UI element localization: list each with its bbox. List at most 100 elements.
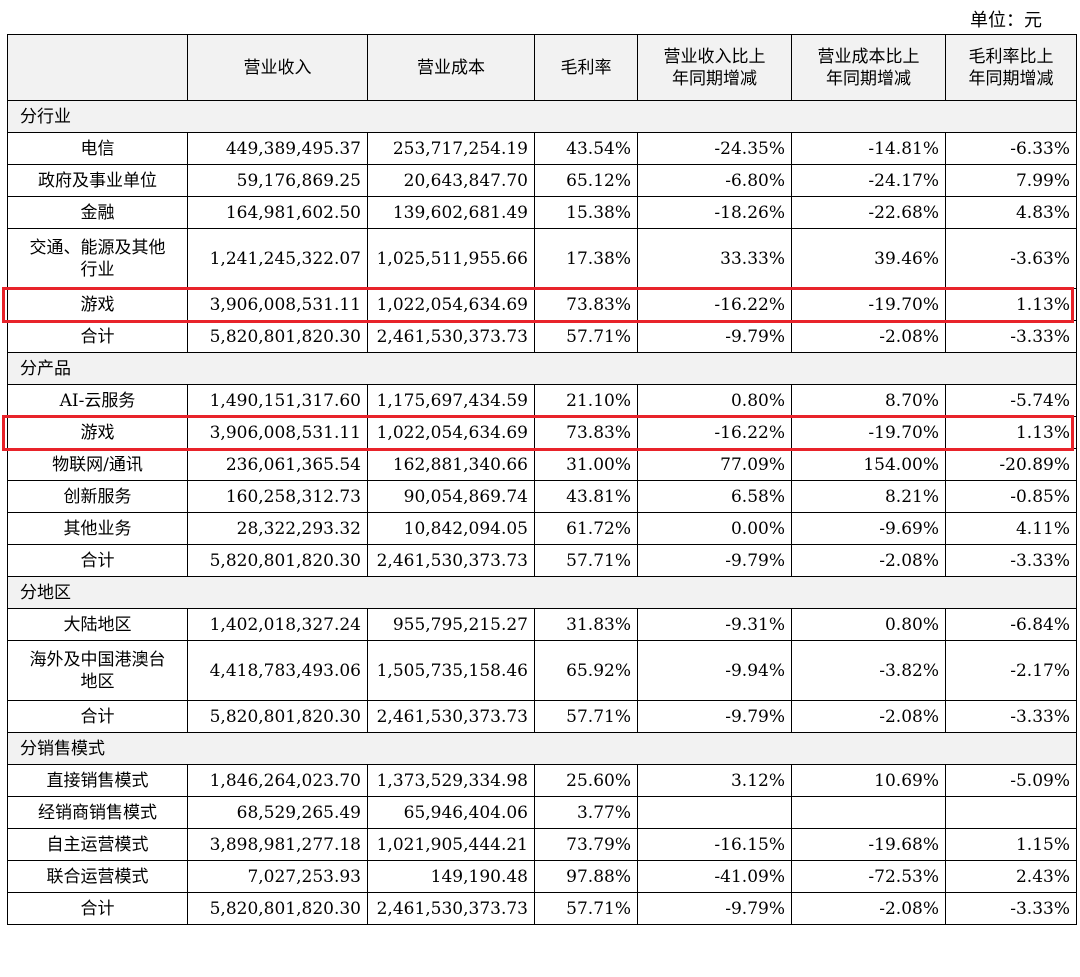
table-cell: 154.00%	[791, 448, 946, 481]
table-cell: 2.43%	[945, 860, 1077, 893]
table-cell: -20.89%	[945, 448, 1077, 481]
table-cell: -9.79%	[637, 544, 792, 577]
row-label-text: 海外及中国港澳台	[29, 649, 166, 670]
table-row: 合计 5,820,801,820.30 2,461,530,373.73 57.71%…	[7, 544, 1077, 577]
table-cell: -9.79%	[637, 700, 792, 733]
column-header: 营业收入比上 年同期增减	[637, 34, 792, 101]
section-title: 分行业	[7, 100, 1077, 133]
table-cell: 15.38%	[534, 196, 638, 229]
table-cell: 39.46%	[791, 228, 946, 289]
row-label-text: 合计	[80, 898, 115, 919]
row-label-text: 大陆地区	[63, 614, 132, 635]
table-cell: -9.79%	[637, 320, 792, 353]
table-cell: -16.22%	[637, 288, 792, 321]
column-header-text: 营业成本	[417, 57, 485, 78]
table-cell: 1,373,529,334.98	[367, 764, 535, 797]
row-label: 游戏	[7, 416, 188, 449]
table-cell: -5.09%	[945, 764, 1077, 797]
table-cell: 4,418,783,493.06	[187, 640, 368, 701]
column-header-text: 年同期增减	[672, 68, 757, 89]
table-cell: 43.54%	[534, 132, 638, 165]
table-cell: 31.00%	[534, 448, 638, 481]
table-header-row: 营业收入 营业成本 毛利率 营业收入比上 年同期增减 营业成本比上 年同期增减 毛利率比上 年同…	[7, 34, 1077, 101]
table-cell: 57.71%	[534, 892, 638, 925]
table-cell: 449,389,495.37	[187, 132, 368, 165]
table-cell: 1,022,054,634.69	[367, 288, 535, 321]
table-cell: -2.08%	[791, 892, 946, 925]
column-header-text: 毛利率比上	[968, 46, 1054, 67]
table-cell: 139,602,681.49	[367, 196, 535, 229]
table-cell: 3,906,008,531.11	[187, 416, 368, 449]
column-header-text: 年同期增减	[826, 68, 911, 89]
table-cell: -19.68%	[791, 828, 946, 861]
table-cell: -18.26%	[637, 196, 792, 229]
table-row: 创新服务 160,258,312.73 90,054,869.74 43.81% 6.5…	[7, 480, 1077, 513]
row-label-text: 地区	[80, 671, 115, 692]
table-cell: 10.69%	[791, 764, 946, 797]
revenue-table-container: 营业收入 营业成本 毛利率 营业收入比上 年同期增减 营业成本比上 年同期增减 毛利率比上 年同…	[2, 34, 1077, 925]
table-cell: 236,061,365.54	[187, 448, 368, 481]
table-cell: -16.15%	[637, 828, 792, 861]
table-cell: -3.63%	[945, 228, 1077, 289]
table-cell: -22.68%	[791, 196, 946, 229]
row-label-text: 政府及事业单位	[38, 170, 157, 191]
table-cell: 1,490,151,317.60	[187, 384, 368, 417]
table-cell: 1,846,264,023.70	[187, 764, 368, 797]
section-header-row: 分销售模式	[7, 732, 1077, 765]
table-row: 自主运营模式 3,898,981,277.18 1,021,905,444.21 73…	[7, 828, 1077, 861]
row-label-text: 电信	[80, 138, 115, 159]
table-row: 联合运营模式 7,027,253.93 149,190.48 97.88% -41.09…	[7, 860, 1077, 893]
table-row: 游戏 3,906,008,531.11 1,022,054,634.69 73.83%…	[7, 288, 1077, 321]
table-cell: -2.08%	[791, 320, 946, 353]
table-cell: 4.11%	[945, 512, 1077, 545]
section-header-row: 分产品	[7, 352, 1077, 385]
table-cell: 21.10%	[534, 384, 638, 417]
column-header: 毛利率比上 年同期增减	[945, 34, 1077, 101]
table-cell: 77.09%	[637, 448, 792, 481]
table-cell	[945, 796, 1077, 829]
table-cell: -9.31%	[637, 608, 792, 641]
table-cell: 3,906,008,531.11	[187, 288, 368, 321]
row-label: 合计	[7, 700, 188, 733]
row-label-text: 直接销售模式	[46, 770, 149, 791]
table-row: 合计 5,820,801,820.30 2,461,530,373.73 57.71%…	[7, 700, 1077, 733]
table-cell: -5.74%	[945, 384, 1077, 417]
table-cell: -9.69%	[791, 512, 946, 545]
row-label-text: 经销商销售模式	[38, 802, 157, 823]
table-row: 海外及中国港澳台 地区 4,418,783,493.06 1,505,735,158.…	[7, 640, 1077, 701]
row-label-text: 联合运营模式	[46, 866, 149, 887]
table-cell: -3.33%	[945, 544, 1077, 577]
table-cell: 57.71%	[534, 700, 638, 733]
row-label: 合计	[7, 544, 188, 577]
table-cell: 31.83%	[534, 608, 638, 641]
table-cell: 7,027,253.93	[187, 860, 368, 893]
table-cell: 57.71%	[534, 320, 638, 353]
table-cell: -6.33%	[945, 132, 1077, 165]
table-cell: 20,643,847.70	[367, 164, 535, 197]
table-cell: -3.33%	[945, 700, 1077, 733]
table-cell: -2.08%	[791, 544, 946, 577]
table-cell: -2.08%	[791, 700, 946, 733]
row-label-text: 合计	[80, 550, 115, 571]
table-cell: 5,820,801,820.30	[187, 700, 368, 733]
row-label: 自主运营模式	[7, 828, 188, 861]
table-cell: 10,842,094.05	[367, 512, 535, 545]
table-row: 合计 5,820,801,820.30 2,461,530,373.73 57.71%…	[7, 320, 1077, 353]
table-cell: 8.70%	[791, 384, 946, 417]
revenue-breakdown-table: 营业收入 营业成本 毛利率 营业收入比上 年同期增减 营业成本比上 年同期增减 毛利率比上 年同…	[7, 34, 1077, 925]
row-label: AI-云服务	[7, 384, 188, 417]
section-title: 分销售模式	[7, 732, 1077, 765]
table-cell: -72.53%	[791, 860, 946, 893]
table-row: 电信 449,389,495.37 253,717,254.19 43.54% -24.…	[7, 132, 1077, 165]
row-label-text: 合计	[80, 706, 115, 727]
table-cell: 1,022,054,634.69	[367, 416, 535, 449]
table-cell: -24.35%	[637, 132, 792, 165]
table-cell: 160,258,312.73	[187, 480, 368, 513]
table-cell: 2,461,530,373.73	[367, 544, 535, 577]
table-cell: 1,175,697,434.59	[367, 384, 535, 417]
table-cell: -16.22%	[637, 416, 792, 449]
row-label-text: 合计	[80, 326, 115, 347]
table-cell: 65.12%	[534, 164, 638, 197]
table-cell: -3.82%	[791, 640, 946, 701]
row-label: 联合运营模式	[7, 860, 188, 893]
